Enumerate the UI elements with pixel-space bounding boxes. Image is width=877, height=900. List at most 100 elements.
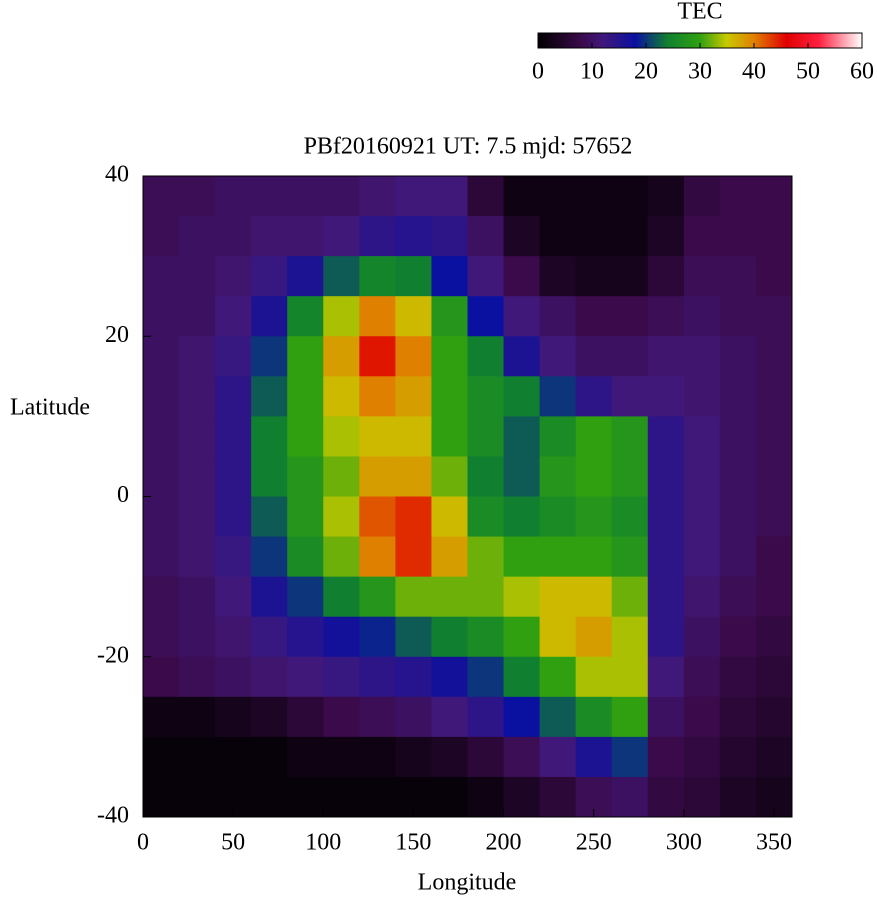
heat-cell xyxy=(539,576,577,618)
heat-cell xyxy=(431,376,468,417)
heat-cell xyxy=(683,776,721,818)
heat-cell xyxy=(575,216,613,257)
heat-cell xyxy=(359,256,396,297)
heat-cell xyxy=(287,256,324,297)
heat-cell xyxy=(719,456,757,497)
heat-cell xyxy=(215,376,252,417)
heat-cell xyxy=(395,656,432,698)
heat-cell xyxy=(431,216,468,257)
heat-cell xyxy=(431,416,468,457)
heat-cell xyxy=(467,536,505,578)
heat-cell xyxy=(683,296,721,337)
heat-cell xyxy=(143,216,180,257)
heat-cell xyxy=(431,336,468,377)
heat-cell xyxy=(143,176,180,217)
heat-cell xyxy=(611,216,649,257)
heat-cell xyxy=(719,536,757,578)
heat-cell xyxy=(611,496,649,538)
heat-cell xyxy=(611,616,649,658)
heat-cell xyxy=(719,416,757,457)
heat-cell xyxy=(503,496,541,538)
heat-cell xyxy=(503,216,541,257)
heat-cell xyxy=(143,536,180,578)
heat-cell xyxy=(503,736,541,778)
heat-cell xyxy=(179,256,216,297)
heat-cell xyxy=(395,616,432,658)
heat-cell xyxy=(467,696,505,738)
heat-cell xyxy=(647,256,685,297)
heat-cell xyxy=(755,216,793,257)
heat-cell xyxy=(719,656,757,698)
heat-cell xyxy=(287,376,324,417)
heat-cell xyxy=(143,696,180,738)
heat-cell xyxy=(323,696,360,738)
heat-cell xyxy=(287,616,324,658)
heat-cell xyxy=(251,336,288,377)
heat-cell xyxy=(323,176,360,217)
heat-cell xyxy=(323,576,360,618)
heat-cell xyxy=(395,176,432,217)
heat-cell xyxy=(503,536,541,578)
x-tick-label: 300 xyxy=(666,830,702,856)
heat-cell xyxy=(215,336,252,377)
heat-cell xyxy=(503,176,541,217)
heat-cell xyxy=(395,536,432,578)
heat-cell xyxy=(431,776,468,818)
heat-cell xyxy=(215,456,252,497)
heat-cell xyxy=(575,376,613,417)
y-tick-label: -20 xyxy=(97,642,129,668)
heat-cell xyxy=(719,616,757,658)
heat-cell xyxy=(215,256,252,297)
heat-cell xyxy=(683,536,721,578)
heat-cell xyxy=(323,216,360,257)
heat-cell xyxy=(179,696,216,738)
heat-cell xyxy=(719,736,757,778)
heat-cell xyxy=(215,496,252,538)
heat-cell xyxy=(611,176,649,217)
heat-cell xyxy=(719,776,757,818)
heat-cell xyxy=(215,416,252,457)
heat-cell xyxy=(467,296,505,337)
heat-cell xyxy=(539,736,577,778)
heat-cell xyxy=(755,336,793,377)
heat-cell xyxy=(215,696,252,738)
heat-cell xyxy=(431,616,468,658)
heat-cell xyxy=(395,296,432,337)
heat-cell xyxy=(683,496,721,538)
heat-cell xyxy=(323,536,360,578)
heat-cell xyxy=(611,256,649,297)
heat-cell xyxy=(575,616,613,658)
heat-cell xyxy=(683,696,721,738)
heat-cell xyxy=(467,416,505,457)
heat-cell xyxy=(503,376,541,417)
heat-cell xyxy=(287,496,324,538)
heat-cell xyxy=(539,176,577,217)
heat-cell xyxy=(287,336,324,377)
heat-cell xyxy=(251,176,288,217)
heat-cell xyxy=(719,256,757,297)
heat-cell xyxy=(359,536,396,578)
heat-cell xyxy=(431,256,468,297)
heat-cell xyxy=(647,376,685,417)
heat-cell xyxy=(287,776,324,818)
heat-cell xyxy=(575,536,613,578)
heat-cell xyxy=(719,576,757,618)
x-tick-label: 150 xyxy=(395,830,431,856)
x-tick-label: 100 xyxy=(305,830,341,856)
heat-cell xyxy=(215,216,252,257)
heat-cell xyxy=(179,616,216,658)
heat-cell xyxy=(359,296,396,337)
heat-cell xyxy=(503,336,541,377)
heat-cell xyxy=(611,576,649,618)
heat-cell xyxy=(647,176,685,217)
heat-cell xyxy=(539,776,577,818)
y-tick-label: -40 xyxy=(97,803,129,829)
heat-cell xyxy=(503,416,541,457)
heat-cell xyxy=(179,216,216,257)
heat-cell xyxy=(431,656,468,698)
heat-cell xyxy=(323,616,360,658)
heat-cell xyxy=(467,736,505,778)
heat-cell xyxy=(611,696,649,738)
heat-cell xyxy=(287,696,324,738)
